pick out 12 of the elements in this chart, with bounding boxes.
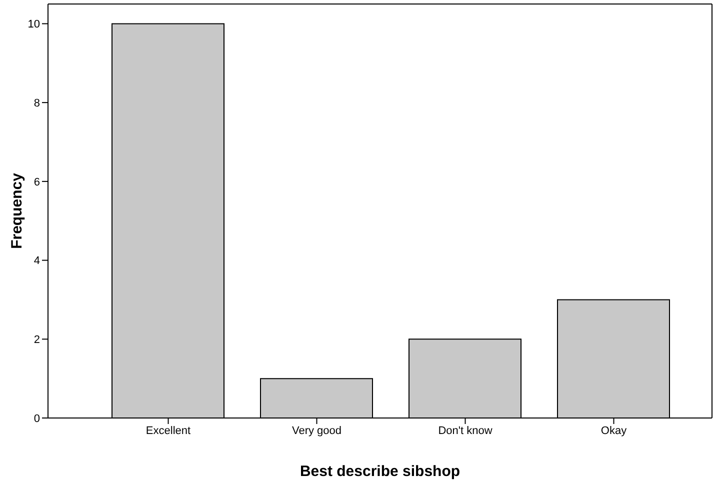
y-tick-label: 10 xyxy=(28,18,40,31)
y-tick-label: 6 xyxy=(34,176,40,188)
x-tick-label: Don't know xyxy=(438,424,492,437)
x-tick-label: Very good xyxy=(292,424,342,437)
x-tick-label: Okay xyxy=(600,424,628,437)
y-tick-label: 8 xyxy=(34,97,40,110)
x-tick-label: Excellent xyxy=(146,424,191,437)
y-tick-label: 0 xyxy=(34,412,40,425)
x-axis-title: Best describe sibshop xyxy=(300,463,460,480)
y-tick-label: 4 xyxy=(34,255,40,268)
y-axis-title: Frequency xyxy=(8,172,26,249)
y-tick-label: 2 xyxy=(34,334,40,346)
